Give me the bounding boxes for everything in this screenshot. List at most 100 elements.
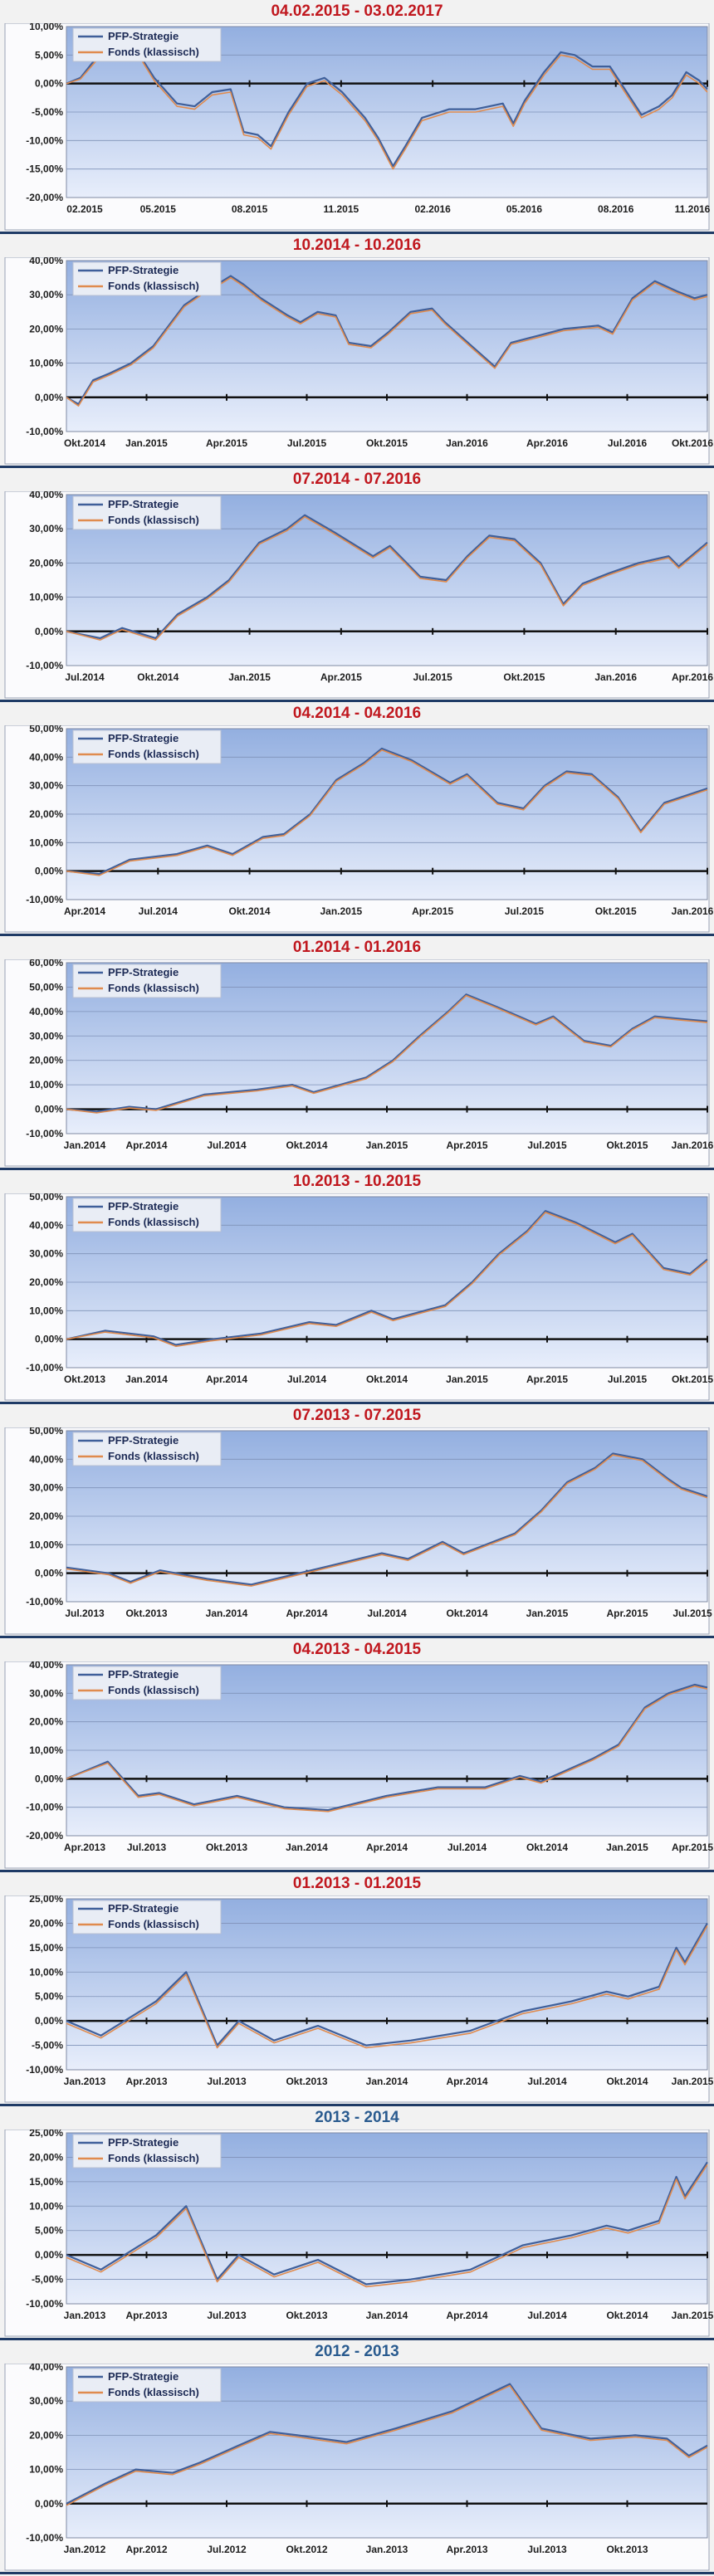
x-tick-label: Jul.2014 (207, 1139, 247, 1151)
legend-label-pfp-strategie: PFP-Strategie (108, 1434, 178, 1447)
x-tick-label: 08.2016 (598, 203, 634, 215)
legend-label-fonds-klassisch: Fonds (klassisch) (108, 46, 199, 58)
series-line-pfp-strategie (66, 1922, 708, 2047)
x-tick-label: Apr.2016 (526, 437, 568, 449)
y-tick-label: 0,00% (35, 1334, 63, 1345)
series-line-fonds-klassisch (66, 276, 708, 407)
series-line-fonds-klassisch (66, 1212, 708, 1348)
series-line-pfp-strategie (66, 2383, 708, 2505)
x-tick-label: Jan.2014 (366, 2310, 408, 2321)
y-tick-label: -10,00% (26, 2064, 63, 2076)
x-tick-label: 02.2015 (66, 203, 103, 215)
line-chart: 40,00%30,00%20,00%10,00%0,00%-10,00%Jul.… (4, 491, 713, 699)
chart-legend: PFP-Strategie Fonds (klassisch) (72, 2134, 222, 2169)
legend-box (72, 2134, 222, 2169)
x-tick-label: Jan.2015 (672, 2076, 714, 2087)
x-tick-label: Jul.2014 (447, 1842, 487, 1853)
y-tick-label: 50,00% (29, 1193, 63, 1203)
series-line-fonds-klassisch (66, 1925, 708, 2049)
series-line-pfp-strategie (66, 1683, 708, 1812)
x-tick-label: Apr.2013 (125, 2310, 167, 2321)
chart-title: 07.2014 - 07.2016 (292, 471, 422, 488)
y-tick-label: 0,00% (35, 1568, 63, 1579)
x-tick-label: Jan.2016 (672, 905, 714, 917)
x-tick-label: Okt.2015 (366, 437, 408, 449)
y-tick-label: 10,00% (29, 1305, 63, 1316)
y-tick-label: -10,00% (26, 426, 63, 437)
legend-label-fonds-klassisch: Fonds (klassisch) (108, 280, 199, 292)
x-tick-label: Jan.2012 (64, 2544, 106, 2555)
legend-label-pfp-strategie: PFP-Strategie (108, 2136, 178, 2149)
legend-label-fonds-klassisch: Fonds (klassisch) (108, 1450, 199, 1462)
legend-box (72, 729, 222, 764)
x-tick-label: Okt.2012 (286, 2544, 327, 2555)
chart-legend: PFP-Strategie Fonds (klassisch) (72, 27, 222, 62)
line-chart: 25,00% 20,00% 15,00% 10,00% 5,00% 0,00% -5,00%… (4, 2130, 714, 2337)
x-tick-label: Okt.2014 (606, 2076, 648, 2087)
x-tick-label: Jul.2013 (65, 1608, 105, 1619)
y-tick-label: 30,00% (29, 1482, 63, 1494)
x-tick-label: Jul.2015 (413, 671, 452, 683)
y-tick-label: 20,00% (29, 808, 63, 820)
x-tick-label: Jan.2014 (125, 1373, 168, 1385)
legend-label-pfp-strategie: PFP-Strategie (108, 264, 178, 276)
x-tick-label: Jan.2014 (64, 1139, 106, 1151)
x-tick-label: Jul.2014 (139, 905, 178, 917)
y-tick-label: -5,00% (32, 2274, 63, 2286)
y-tick-label: -10,00% (26, 1362, 63, 1373)
chart-panel: 07.2014 - 07.2016 40,00% 30,00% 20,00% 10,00… (0, 468, 714, 702)
x-tick-label: Okt.2013 (125, 1608, 167, 1619)
y-tick-label: 15,00% (29, 1942, 63, 1954)
y-tick-label: 10,00% (29, 837, 63, 848)
legend-label-pfp-strategie: PFP-Strategie (108, 1902, 178, 1915)
chart-title: 2013 - 2014 (315, 2109, 399, 2126)
y-tick-label: 40,00% (29, 491, 63, 500)
series-line-fonds-klassisch (66, 994, 708, 1114)
y-tick-label: 20,00% (29, 2429, 63, 2441)
x-tick-label: Okt.2014 (526, 1842, 568, 1853)
x-tick-label: Apr.2014 (125, 1139, 167, 1151)
y-tick-label: -10,00% (26, 2532, 63, 2544)
x-tick-label: Jan.2014 (366, 2076, 408, 2087)
chart-panel: 01.2014 - 01.2016 60,00% 50,00% 40,00% 30,00… (0, 936, 714, 1170)
chart-title: 07.2013 - 07.2015 (292, 1407, 422, 1424)
x-tick-label: Jul.2013 (127, 1842, 167, 1853)
y-tick-label: 25,00% (29, 2130, 63, 2139)
x-tick-label: Jul.2015 (287, 437, 327, 449)
x-tick-label: Apr.2015 (320, 671, 362, 683)
x-tick-label: Okt.2013 (606, 2544, 648, 2555)
line-chart: 50,00% 40,00% 30,00% 20,00% 10,00% 0,00% -10,0… (4, 725, 714, 933)
x-tick-label: Apr.2015 (412, 905, 453, 917)
chart-title: 01.2013 - 01.2015 (292, 1875, 422, 1892)
line-chart: 40,00% 30,00% 20,00% 10,00% 0,00% -10,00% -20,… (4, 1661, 713, 1869)
x-tick-label: Jul.2014 (367, 1608, 407, 1619)
legend-label-pfp-strategie: PFP-Strategie (108, 30, 178, 42)
x-tick-label: Okt.2014 (64, 437, 105, 449)
x-tick-label: Okt.2016 (672, 437, 713, 449)
chart-panel: 04.2014 - 04.2016 50,00% 40,00% 30,00% 20,00… (0, 702, 714, 936)
y-tick-label: 0,00% (35, 392, 63, 403)
legend-label-fonds-klassisch: Fonds (klassisch) (108, 748, 199, 760)
legend-label-fonds-klassisch: Fonds (klassisch) (108, 514, 199, 526)
chart-legend: PFP-Strategie Fonds (klassisch) (72, 1666, 222, 1700)
x-tick-label: Apr.2015 (672, 1842, 713, 1853)
line-chart: 40,00%30,00%20,00%10,00%0,00%-10,00%Jan.… (4, 2364, 710, 2571)
y-tick-label: 5,00% (35, 49, 63, 61)
x-tick-label: Okt.2014 (229, 905, 271, 917)
y-tick-label: 10,00% (29, 1079, 63, 1090)
x-tick-label: 05.2016 (506, 203, 543, 215)
y-tick-label: 0,00% (35, 2249, 63, 2261)
x-tick-label: Apr.2014 (64, 905, 105, 917)
x-tick-label: Apr.2015 (206, 437, 247, 449)
x-tick-label: Apr.2014 (446, 2076, 487, 2087)
x-tick-label: Apr.2012 (125, 2544, 167, 2555)
legend-label-fonds-klassisch: Fonds (klassisch) (108, 1684, 199, 1696)
x-tick-label: Jul.2015 (527, 1139, 567, 1151)
legend-label-pfp-strategie: PFP-Strategie (108, 1200, 178, 1212)
chart-panel: 2013 - 2014 25,00% 20,00% 15,00% 10,00% 5,00%… (0, 2106, 714, 2340)
y-tick-label: -10,00% (26, 1802, 63, 1813)
legend-box (72, 27, 222, 62)
y-tick-label: 30,00% (29, 1687, 63, 1699)
y-tick-label: 20,00% (29, 1055, 63, 1066)
x-tick-label: Jan.2016 (672, 1139, 714, 1151)
